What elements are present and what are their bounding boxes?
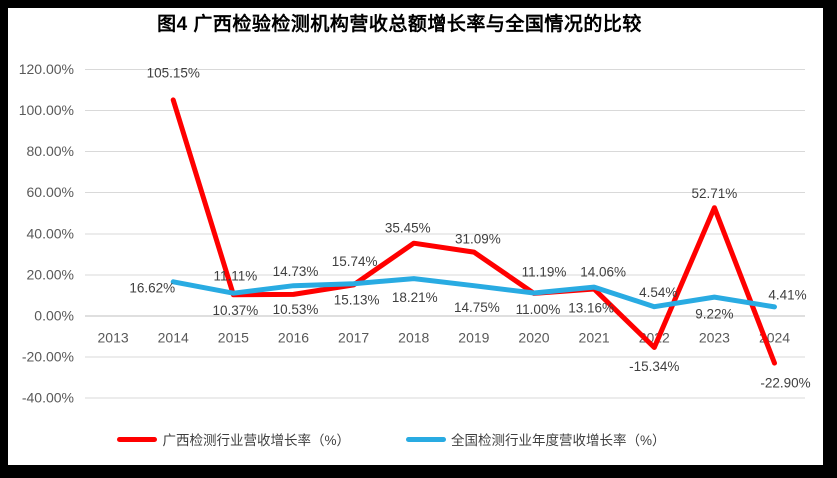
y-gridlines	[85, 68, 805, 399]
series-line-guangxi	[170, 97, 777, 366]
legend-label: 广西检测行业营收增长率（%）	[162, 433, 350, 448]
chart-title: 图4 广西检验检测机构营收总额增长率与全国情况的比较	[157, 14, 642, 35]
legend-item-national: 全国检测行业年度营收增长率（%）	[406, 429, 666, 449]
data-label: 9.22%	[695, 307, 733, 322]
y-tick-label: -20.00%	[22, 349, 74, 365]
data-label: 105.15%	[147, 65, 200, 80]
data-label: 10.53%	[273, 302, 319, 317]
data-label: 11.11%	[213, 269, 257, 284]
x-tick-label: 2021	[579, 330, 610, 346]
data-labels: 16.62% 11.11% 14.73% 15.74% 18.21% 14.75% 11.1…	[129, 254, 806, 321]
series-line-national	[170, 276, 777, 310]
data-label: 18.21%	[392, 290, 438, 305]
x-tick-label: 2017	[338, 330, 369, 346]
legend-label: 全国检测行业年度营收增长率（%）	[451, 433, 666, 448]
y-tick-label: 100.00%	[19, 102, 74, 118]
data-label: 4.54%	[639, 285, 677, 300]
legend-line-swatch	[117, 436, 158, 442]
x-tick-label: 2023	[699, 330, 730, 346]
x-tick-label: 2018	[398, 330, 429, 346]
data-label: 35.45%	[385, 221, 431, 236]
x-tick-label: 2014	[158, 330, 189, 346]
y-axis-labels: 120.00% 100.00% 80.00% 60.00% 40.00% 20.00% 0.…	[19, 61, 74, 406]
y-tick-label: 80.00%	[27, 143, 74, 159]
y-tick-label: 120.00%	[19, 61, 74, 77]
x-tick-label: 2016	[278, 330, 309, 346]
data-label: 15.74%	[332, 254, 378, 269]
data-labels: 105.15% 10.37% 10.53% 15.13% 35.45% 31.09% 11.…	[147, 65, 811, 390]
y-tick-label: -40.00%	[22, 390, 74, 406]
legend-item-guangxi: 广西检测行业营收增长率（%）	[117, 429, 350, 449]
data-label: 10.37%	[212, 303, 258, 318]
x-tick-label: 2019	[458, 330, 489, 346]
data-label: 13.16%	[568, 300, 614, 315]
data-label: -15.34%	[629, 359, 679, 374]
data-label: 11.00%	[516, 302, 561, 317]
data-label: 14.73%	[273, 264, 319, 279]
data-label: 52.71%	[692, 186, 738, 201]
chart-legend: 广西检测行业营收增长率（%） 全国检测行业年度营收增长率（%）	[0, 429, 799, 449]
data-label: 14.06%	[580, 265, 626, 280]
x-tick-label: 2020	[518, 330, 549, 346]
data-label: -22.90%	[760, 376, 810, 391]
data-label: 11.19%	[522, 265, 567, 280]
y-tick-label: 0.00%	[34, 308, 74, 324]
y-tick-label: 20.00%	[27, 266, 74, 282]
x-axis-labels: 2013 2014 2015 2016 2017 2018 2019 2020 2021 2022…	[98, 330, 791, 346]
y-tick-label: 60.00%	[27, 184, 74, 200]
y-tick-label: 40.00%	[27, 225, 74, 241]
x-tick-label: 2015	[218, 330, 249, 346]
line-chart: 120.00% 100.00% 80.00% 60.00% 40.00% 20.00% 0.…	[19, 61, 811, 406]
data-label: 14.75%	[454, 300, 500, 315]
data-label: 31.09%	[455, 232, 501, 247]
legend-line-swatch	[406, 436, 446, 442]
data-label: 4.41%	[768, 287, 806, 302]
data-label: 16.62%	[129, 280, 175, 295]
chart-canvas: 图4 广西检验检测机构营收总额增长率与全国情况的比较 120.00% 100.00…	[8, 8, 823, 465]
x-tick-label: 2013	[98, 330, 129, 346]
data-label: 15.13%	[334, 292, 380, 307]
